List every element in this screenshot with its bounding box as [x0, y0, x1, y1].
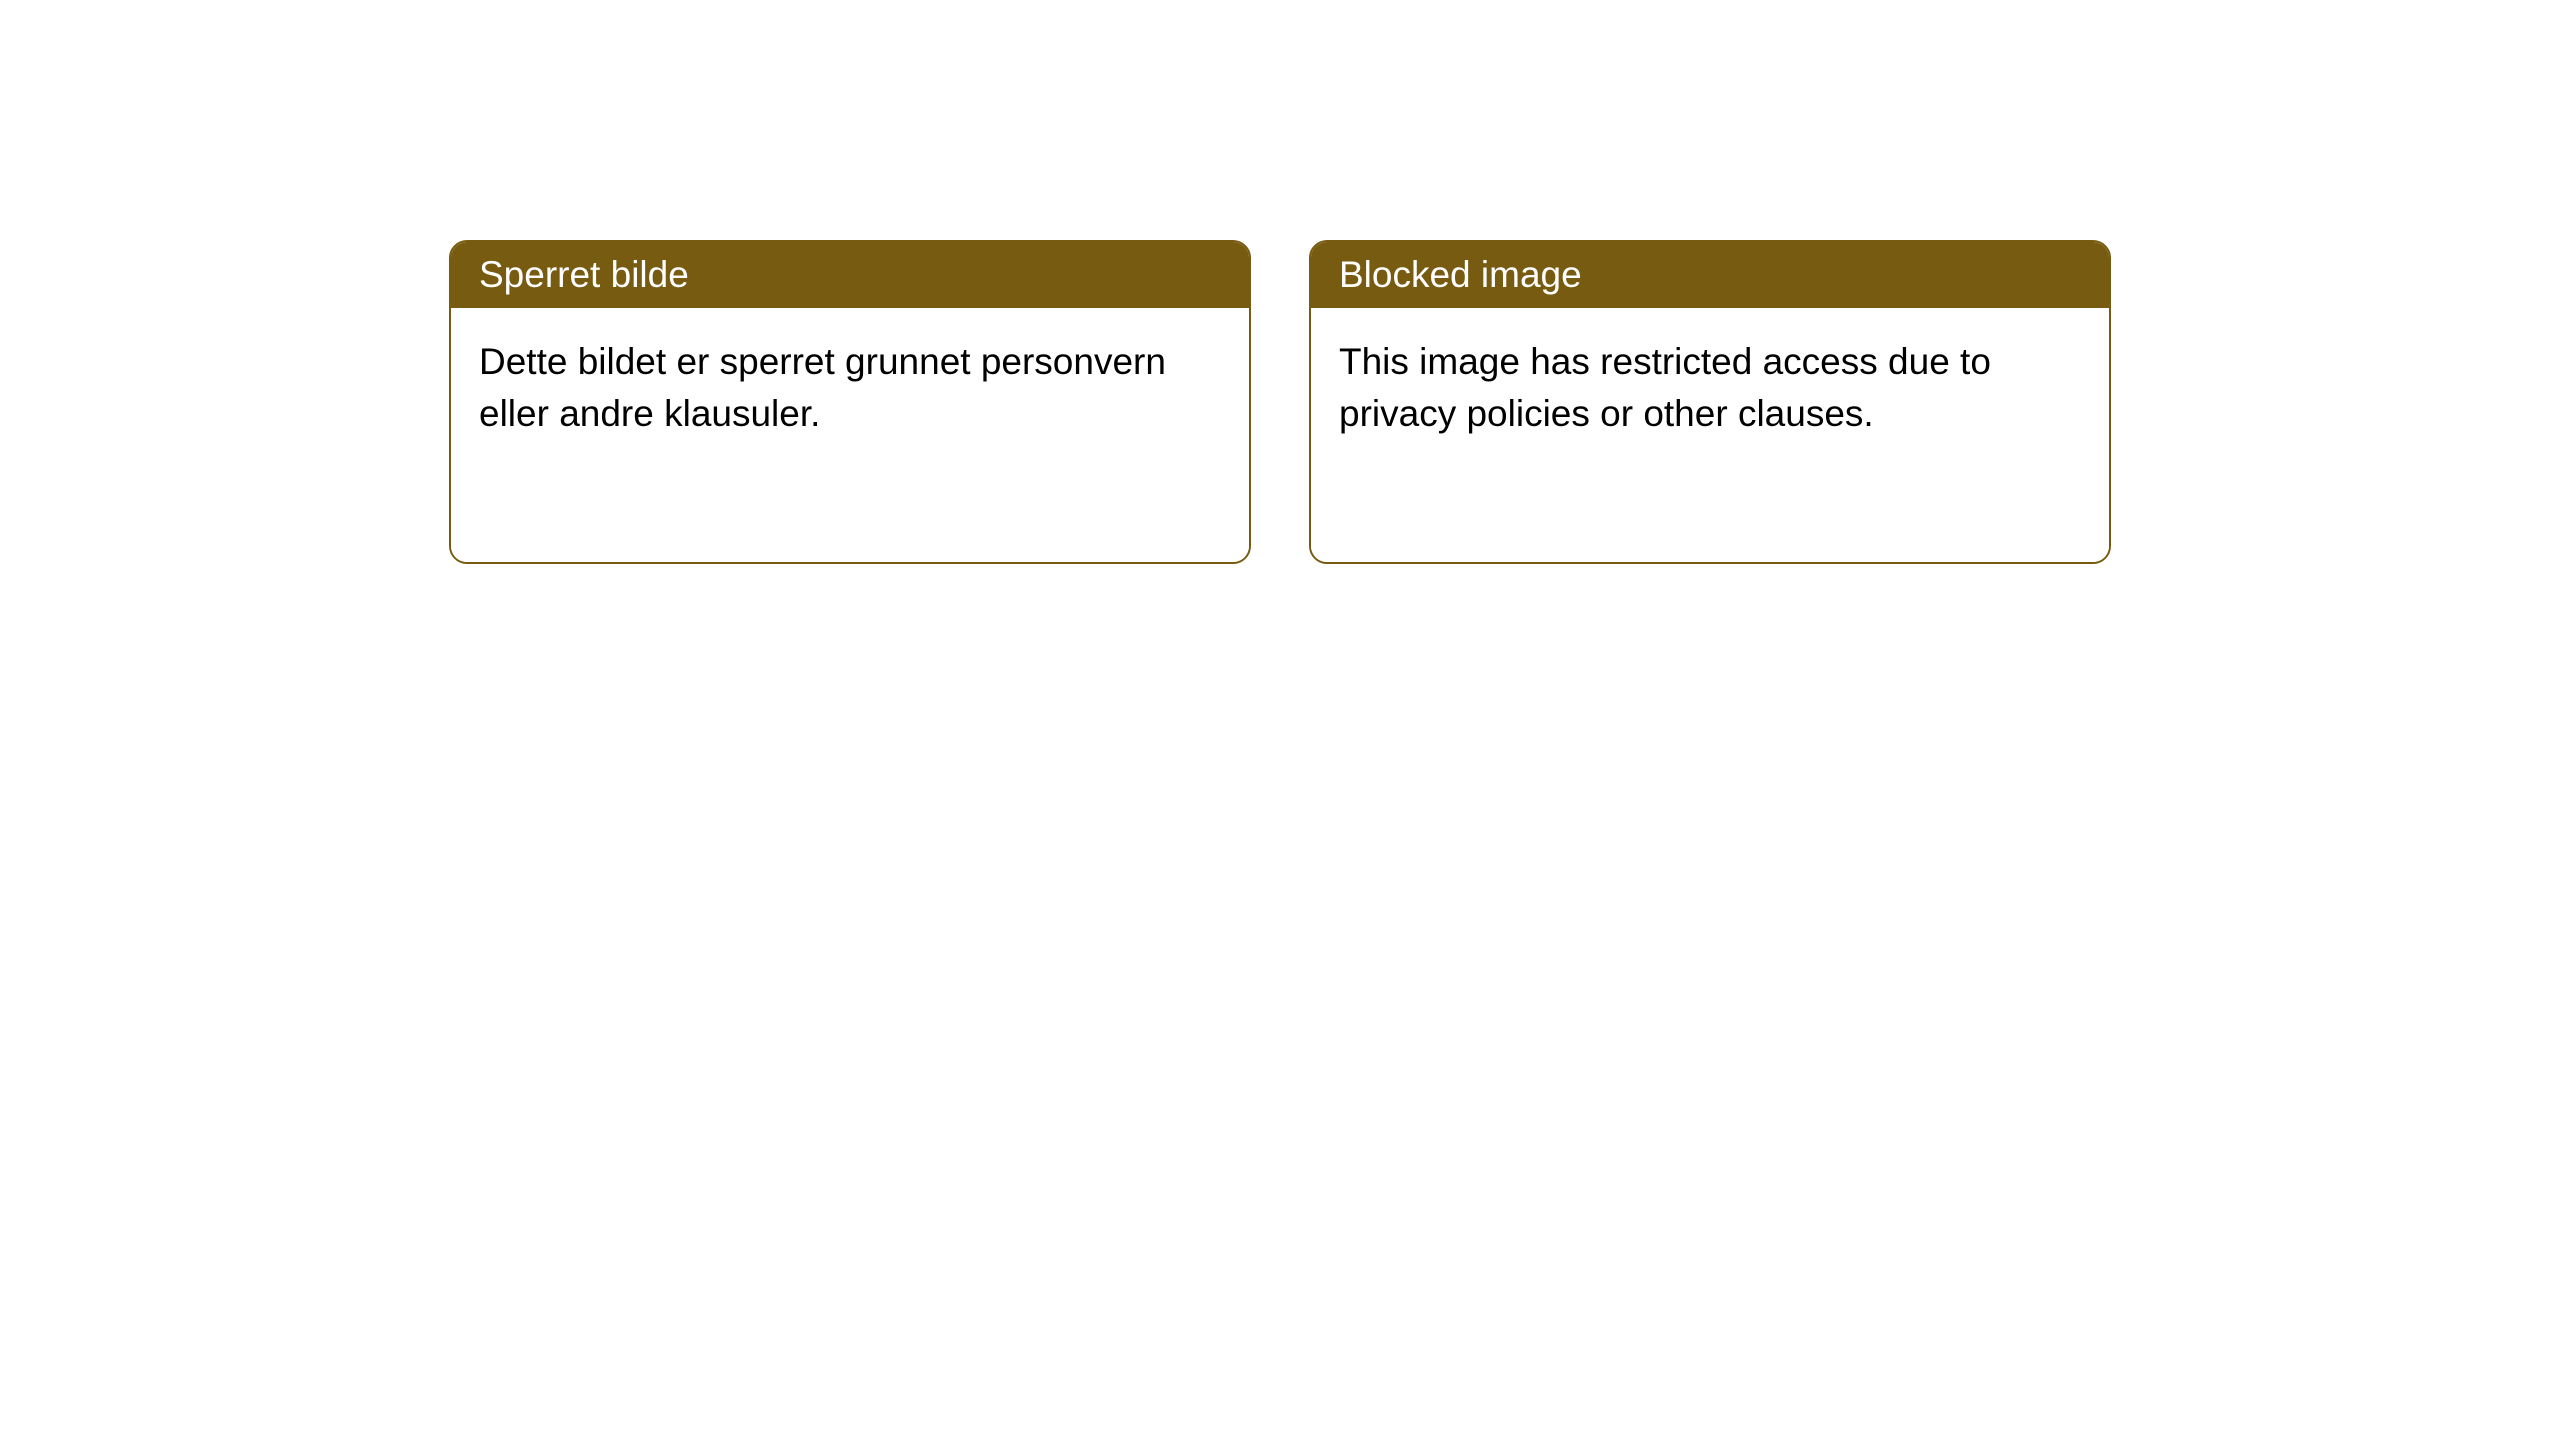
notice-header-en: Blocked image — [1311, 242, 2109, 308]
notice-body-no: Dette bildet er sperret grunnet personve… — [451, 308, 1249, 562]
notice-text-no: Dette bildet er sperret grunnet personve… — [479, 341, 1166, 434]
notice-title-no: Sperret bilde — [479, 254, 689, 295]
notice-card-en: Blocked image This image has restricted … — [1309, 240, 2111, 564]
notice-header-no: Sperret bilde — [451, 242, 1249, 308]
notice-card-no: Sperret bilde Dette bildet er sperret gr… — [449, 240, 1251, 564]
notice-title-en: Blocked image — [1339, 254, 1582, 295]
notice-container: Sperret bilde Dette bildet er sperret gr… — [449, 240, 2111, 564]
notice-body-en: This image has restricted access due to … — [1311, 308, 2109, 562]
notice-text-en: This image has restricted access due to … — [1339, 341, 1991, 434]
